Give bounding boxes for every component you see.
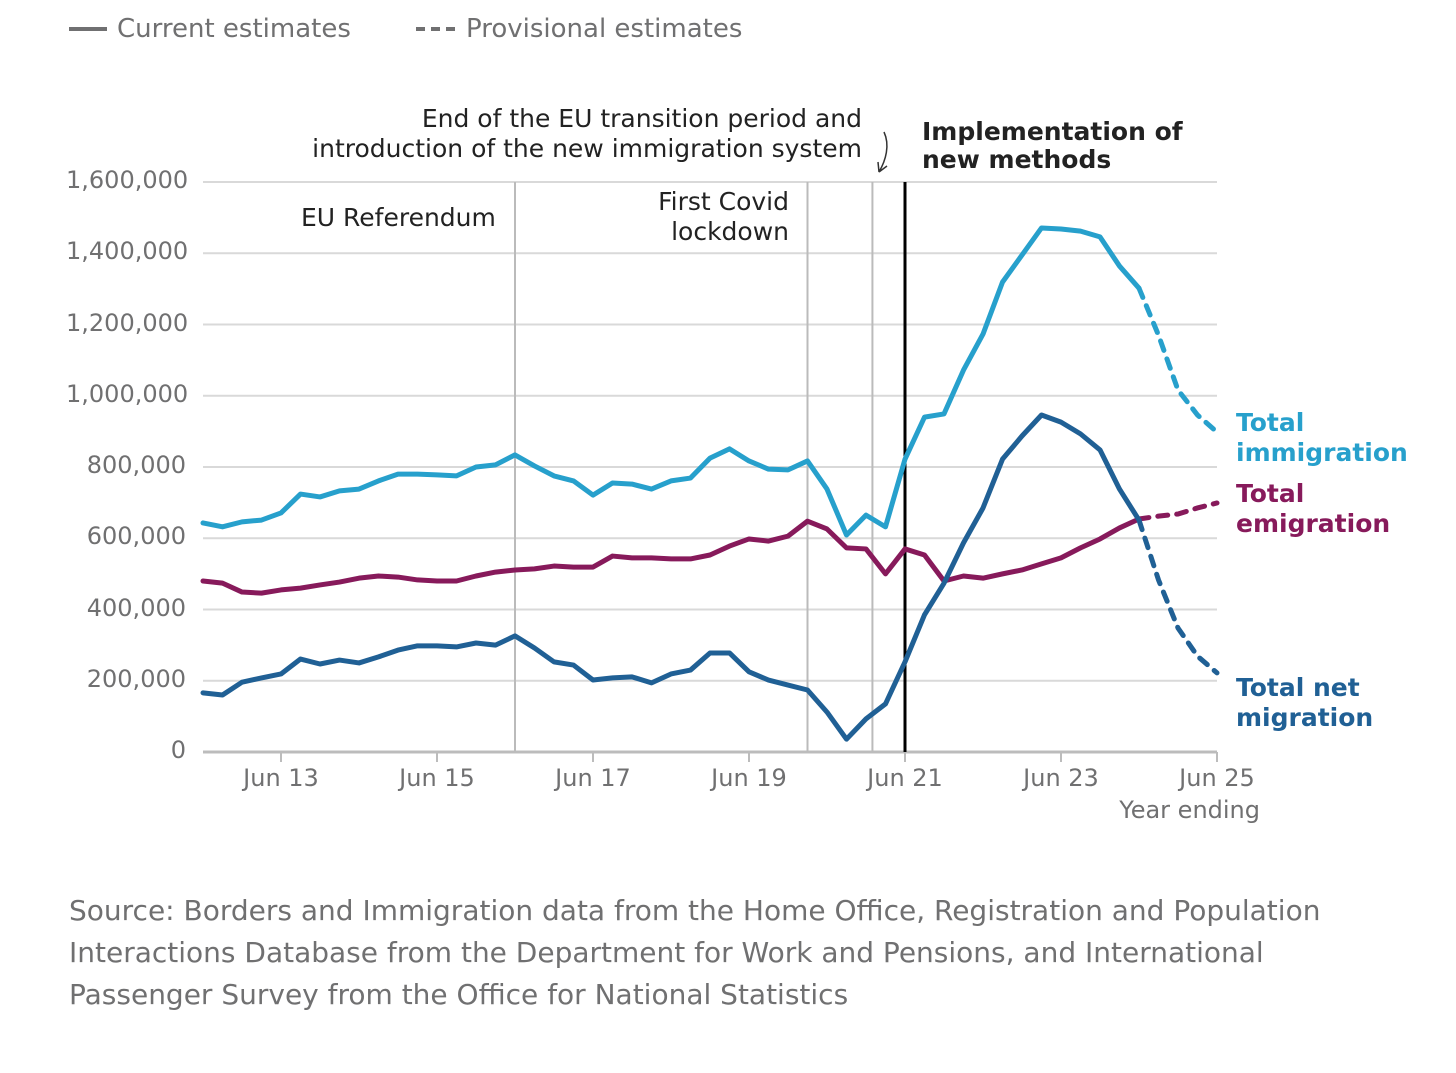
x-tick-label: Jun 21 (867, 764, 943, 792)
y-tick-label: 400,000 (86, 593, 186, 622)
legend-current: Current estimates (69, 14, 351, 44)
series-line-current (200, 225, 1142, 538)
x-tick-label: Jun 23 (1023, 764, 1099, 792)
annotation-methods-line2: new methods (922, 145, 1112, 174)
net-label-line1: Total net (1236, 673, 1360, 702)
y-tick-label: 1,600,000 (66, 166, 189, 194)
legend-current-label: Current estimates (117, 14, 351, 44)
series-label-emigration: Total emigration (1236, 479, 1390, 539)
immigration-label-line2: immigration (1236, 438, 1408, 467)
x-tick-label: Jun 19 (711, 764, 787, 792)
annotation-eu-transition: End of the EU transition period and intr… (312, 104, 862, 164)
y-tick-label: 1,000,000 (66, 379, 189, 408)
solid-line-swatch (69, 27, 107, 31)
net-label-line2: migration (1236, 703, 1374, 732)
y-tick-label: 800,000 (86, 451, 186, 479)
series-line-provisional (1136, 517, 1220, 676)
emigration-label-line2: emigration (1236, 509, 1391, 538)
y-tick-label: 200,000 (86, 664, 186, 693)
annotation-methods-line1: Implementation of (922, 117, 1183, 146)
annotation-transition-line1: End of the EU transition period and (421, 104, 862, 133)
series-line-current (200, 516, 1142, 596)
annotation-covid-line1: First Covid (658, 187, 789, 216)
dashed-line-swatch (416, 27, 456, 31)
annotation-covid-line2: lockdown (671, 217, 789, 246)
annotation-eu-referendum: EU Referendum (301, 203, 496, 232)
x-axis-title: Year ending (1119, 796, 1260, 824)
annotation-covid-lockdown: First Covid lockdown (658, 187, 789, 247)
x-tick-label: Jun 15 (399, 764, 475, 792)
y-tick-label: 600,000 (86, 522, 186, 551)
series-line-provisional (1136, 285, 1220, 435)
source-note: Source: Borders and Immigration data fro… (69, 894, 1321, 1011)
legend-provisional: Provisional estimates (416, 14, 742, 44)
y-tick-label: 0 (170, 736, 186, 764)
series-line-provisional (1136, 500, 1220, 522)
x-tick-label: Jun 17 (555, 764, 631, 792)
x-tick-label: Jun 13 (243, 764, 319, 792)
y-tick-label: 1,200,000 (66, 308, 189, 337)
annotation-transition-line2: introduction of the new immigration syst… (312, 134, 862, 163)
y-tick-label: 1,400,000 (66, 237, 189, 266)
immigration-label-line1: Total (1236, 408, 1305, 437)
emigration-label-line1: Total (1236, 479, 1305, 508)
series-label-net-migration: Total net migration (1236, 673, 1373, 733)
series-label-immigration: Total immigration (1236, 408, 1408, 468)
x-tick-label: Jun 25 (1179, 764, 1255, 792)
annotation-arrow-icon (877, 131, 888, 173)
legend-provisional-label: Provisional estimates (466, 14, 743, 44)
annotation-new-methods: Implementation of new methods (922, 118, 1183, 174)
